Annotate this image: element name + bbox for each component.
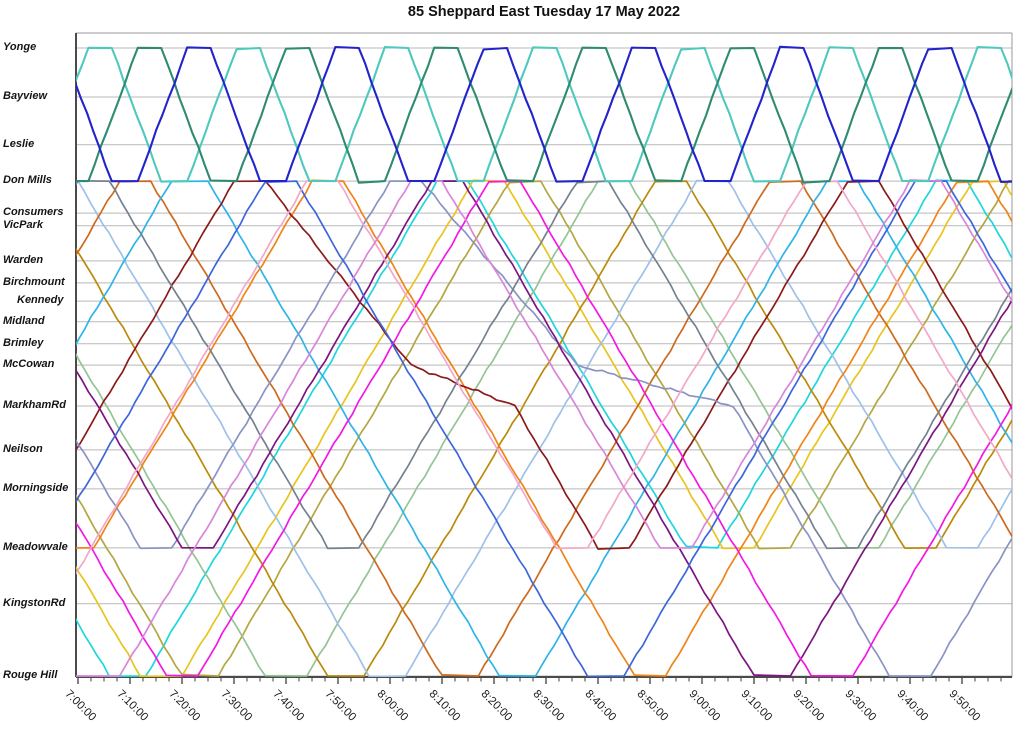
trip-line-run-16 [76,179,1012,575]
stop-label-consumers: Consumers [3,206,64,219]
stop-label-warden: Warden [3,253,44,266]
trip-line-run-18 [76,46,1012,183]
stop-label-rouge-hill: Rouge Hill [3,669,58,681]
stop-label-morningside: Morningside [3,481,69,494]
stop-label-meadowvale: Meadowvale [3,540,68,553]
stop-label-brimley: Brimley [3,336,44,349]
stop-label-don-mills: Don Mills [3,174,52,187]
stop-label-neilson: Neilson [3,442,43,455]
stop-label-birchmount: Birchmount [3,275,65,288]
stop-label-mccowan: McCowan [3,358,55,371]
stop-label-vicpark: VicPark [3,218,43,231]
trip-line-run-07 [76,180,1012,677]
trip-line-run-19 [76,46,1012,184]
stop-label-kennedy: Kennedy [17,294,64,307]
trip-line-run-20 [76,45,1012,183]
trip-line-run-15 [76,180,1012,677]
trip-line-run-13 [76,180,1012,677]
trip-line-run-11 [76,180,1012,677]
trip-line-run-09 [76,179,1012,677]
chart-title: 85 Sheppard East Tuesday 17 May 2022 [407,4,681,20]
stop-label-markhamrd: MarkhamRd [3,398,66,411]
trip-line-run-14 [76,180,1012,677]
trip-line-run-05 [76,180,1012,677]
stop-label-bayview: Bayview [3,89,48,102]
trip-line-run-02 [76,179,1012,677]
trip-line-run-04 [76,180,1012,677]
stop-label-leslie: Leslie [3,137,35,150]
trip-line-run-17 [76,179,1012,677]
stop-label-midland: Midland [3,314,45,327]
trip-line-run-06 [76,179,1012,677]
trip-line-run-08 [76,180,1012,677]
trip-line-run-12 [76,180,1012,550]
trip-line-run-03 [76,179,1012,677]
trip-line-run-10 [76,180,1012,550]
trip-line-run-01 [76,179,1012,677]
series-group [76,45,1012,677]
stop-label-yonge: Yonge [3,41,37,53]
stop-label-kingstonrd: KingstonRd [3,596,66,609]
